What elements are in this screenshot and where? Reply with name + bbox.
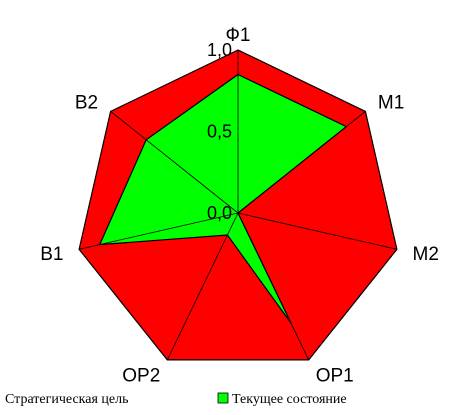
axis-label: ОР1 bbox=[316, 365, 354, 386]
spoke-line bbox=[166, 212, 239, 361]
tick-layer: 0,0 0,5 1,0 bbox=[207, 40, 232, 223]
tick-label: 0,5 bbox=[207, 122, 232, 142]
legend-label-strategic-goal: Стратегическая цель bbox=[5, 392, 129, 407]
axis-label: В2 bbox=[75, 92, 98, 113]
tick-label: 1,0 bbox=[207, 40, 232, 60]
axis-label: М1 bbox=[378, 92, 404, 113]
spoke-line bbox=[237, 212, 397, 250]
spoke-layer bbox=[79, 50, 397, 361]
legend-label-current-state: Текущее состояние bbox=[232, 392, 347, 407]
axis-label: Ф1 bbox=[225, 25, 250, 46]
spoke-line bbox=[110, 111, 239, 214]
axis-label-layer: Ф1 М1 М2 ОР1 ОР2 В1 В2 bbox=[40, 25, 439, 386]
spoke-line bbox=[237, 212, 310, 361]
axis-label: ОР2 bbox=[122, 365, 160, 386]
axis-label: М2 bbox=[413, 244, 439, 265]
legend: Стратегическая цель Текущее состояние bbox=[5, 392, 347, 407]
axis-label: В1 bbox=[40, 244, 63, 265]
spoke-line bbox=[237, 111, 366, 214]
tick-label: 0,0 bbox=[207, 203, 232, 223]
legend-swatch-current-state bbox=[217, 392, 229, 404]
spoke-line bbox=[79, 212, 239, 250]
